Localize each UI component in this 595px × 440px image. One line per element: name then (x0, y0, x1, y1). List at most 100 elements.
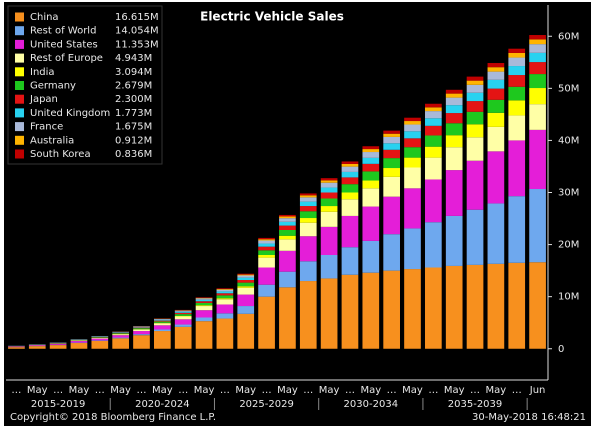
bar-segment (321, 255, 338, 278)
bar-segment (279, 218, 296, 222)
bar-segment (425, 111, 442, 118)
legend-value: 3.094M (115, 67, 152, 78)
bar-segment (446, 170, 463, 216)
bar-segment (383, 197, 400, 235)
legend-swatch (15, 13, 24, 22)
legend-swatch (15, 136, 24, 145)
bar-segment (237, 295, 254, 306)
bar-segment (279, 217, 296, 219)
bar-segment (446, 216, 463, 266)
legend-value: 11.353M (115, 39, 159, 50)
bar-segment (362, 241, 379, 273)
bar-segment (362, 273, 379, 349)
bar-segment (508, 66, 525, 75)
bar-segment (321, 227, 338, 255)
bar-segment (237, 286, 254, 288)
bar-segment (237, 314, 254, 349)
bar-segment (154, 322, 171, 323)
bar-segment (404, 168, 421, 189)
legend-value: 1.773M (115, 108, 152, 119)
bar-segment (508, 58, 525, 66)
bar-segment (446, 98, 463, 106)
bar-segment (217, 290, 234, 292)
bar-segment (467, 124, 484, 137)
bar-segment (196, 305, 213, 306)
x-tick-label: … (137, 385, 147, 396)
bar-segment (404, 188, 421, 228)
bar-segment (237, 288, 254, 295)
x-tick-label: Jun (529, 385, 546, 396)
bar-segment (71, 341, 88, 343)
bar-segment (467, 101, 484, 112)
bar-segment (175, 314, 192, 316)
bar-segment (529, 189, 546, 262)
bar-segment (362, 164, 379, 172)
bar-segment (196, 306, 213, 310)
bar-segment (29, 345, 46, 346)
bar-segment (488, 89, 505, 100)
bar-segment (404, 121, 421, 124)
bar-segment (321, 193, 338, 199)
bar-segment (362, 146, 379, 149)
bar-segment (508, 115, 525, 140)
bar-segment (175, 312, 192, 313)
y-tick-label: 50M (558, 83, 579, 94)
x-tick-label: … (95, 385, 105, 396)
bar-segment (217, 298, 234, 299)
bar-segment (196, 298, 213, 299)
bar-segment (258, 285, 275, 297)
bar-segment (300, 197, 317, 201)
bar-segment (279, 222, 296, 226)
bar-segment (321, 278, 338, 348)
bar-segment (258, 239, 275, 240)
bar-segment (279, 236, 296, 240)
x-tick-label: May (194, 385, 215, 396)
bar-segment (467, 93, 484, 101)
bar-segment (154, 320, 171, 321)
x-tick-label: … (512, 385, 522, 396)
bar-segment (300, 206, 317, 211)
bar-segment (112, 332, 129, 333)
period-label: 2025-2029 (239, 399, 294, 410)
bar-segment (446, 94, 463, 98)
bar-segment (488, 203, 505, 263)
bar-segment (154, 321, 171, 322)
legend-value: 4.943M (115, 53, 152, 64)
bar-segment (425, 135, 442, 146)
x-tick-label: May (152, 385, 173, 396)
bar-segment (488, 63, 505, 67)
bar-segment (529, 262, 546, 349)
bar-segment (425, 147, 442, 158)
bar-segment (383, 134, 400, 137)
legend-name: India (30, 67, 55, 78)
x-tick-label: … (53, 385, 63, 396)
bar-segment (404, 131, 421, 138)
x-tick-label: … (178, 385, 188, 396)
bar-segment (321, 183, 338, 188)
bar-segment (404, 228, 421, 269)
bar-segment (258, 268, 275, 285)
bar-segment (362, 149, 379, 152)
legend-value: 2.300M (115, 94, 152, 105)
bar-segment (258, 241, 275, 244)
bar-segment (362, 181, 379, 189)
bar-segment (362, 158, 379, 164)
legend-name: Rest of World (30, 26, 96, 37)
bar-segment (217, 291, 234, 293)
x-tick-label: … (470, 385, 480, 396)
bar-segment (217, 304, 234, 313)
bar-segment (467, 137, 484, 160)
bar-segment (175, 311, 192, 312)
bar-segment (300, 195, 317, 197)
legend-swatch (15, 122, 24, 131)
x-tick-label: … (262, 385, 272, 396)
bar-segment (133, 328, 150, 329)
bar-segment (446, 123, 463, 135)
bar-segment (71, 343, 88, 349)
footer-left: Copyright© 2018 Bloomberg Finance L.P. (10, 412, 216, 423)
bar-segment (279, 226, 296, 230)
bar-segment (112, 338, 129, 348)
period-label: 2035-2039 (448, 399, 503, 410)
x-tick-label: May (444, 385, 465, 396)
period-label: 2015-2019 (31, 399, 86, 410)
